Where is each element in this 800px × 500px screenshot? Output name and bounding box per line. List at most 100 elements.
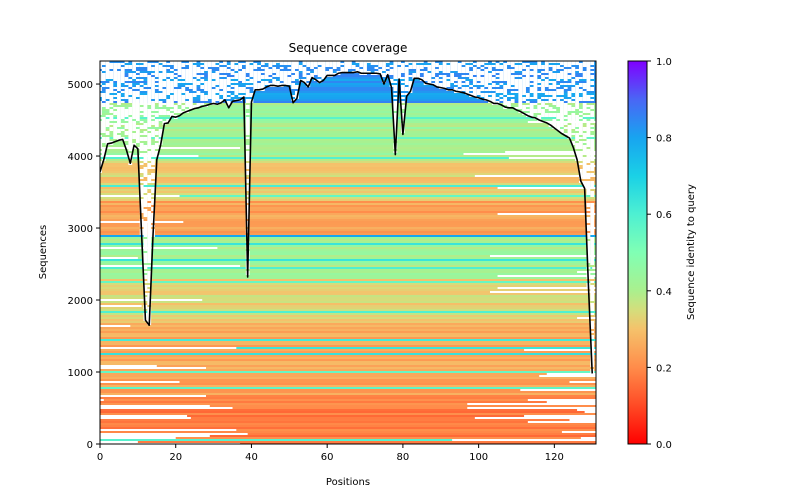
heatmap-gap [170,81,174,83]
heatmap-gap [101,67,106,69]
heatmap-gap [586,253,591,255]
heatmap-gap [476,69,481,71]
heatmap-gap [238,87,242,89]
x-axis-label: Positions [326,477,370,488]
heatmap-gap [154,133,159,135]
heatmap-gap [287,63,292,65]
heatmap-gap [578,133,583,135]
heatmap-gap [192,69,197,71]
heatmap-gap [306,71,311,73]
heatmap-gap [177,69,182,71]
heatmap-gap [241,73,246,75]
heatmap-gap [412,65,417,67]
heatmap-gap [491,83,496,85]
heatmap-gap [101,151,106,153]
heatmap-gap [215,79,220,81]
heatmap-gap [306,79,311,81]
heatmap-gap [563,69,568,71]
heatmap-gap [211,61,216,63]
heatmap-gap [488,99,492,101]
heatmap-gap [117,107,121,109]
heatmap-gap [139,211,144,213]
heatmap-gap [510,79,515,81]
heatmap-gap [177,73,182,75]
heatmap-gap [170,105,174,107]
heatmap-gap [556,67,561,69]
heatmap-row [100,169,596,171]
heatmap-gap [181,63,186,65]
heatmap-gap [147,153,152,155]
heatmap-gap [310,63,314,65]
heatmap-gap [397,75,402,77]
heatmap-gap [586,249,591,251]
heatmap-gap [401,101,405,103]
heatmap-gap [101,97,106,99]
heatmap-gap [117,129,121,131]
heatmap-gap [162,97,167,99]
heatmap-gap [260,67,265,69]
heatmap-gap [541,101,545,103]
heatmap-gap [590,149,595,151]
heatmap-gap [499,79,504,81]
heatmap-gap [590,327,595,329]
heatmap-gap [571,83,576,85]
heatmap-gap [378,63,383,65]
heatmap-gap [162,93,167,95]
heatmap-gap [586,261,591,263]
heatmap-gap [529,103,534,105]
heatmap-gap [590,71,595,73]
heatmap-row [100,277,596,279]
heatmap-gap [317,75,322,77]
heatmap-gap [578,121,583,123]
heatmap-gap [113,65,118,67]
heatmap-row [100,235,596,237]
heatmap-gap [117,65,121,67]
heatmap-gap [510,63,515,65]
heatmap-gap [151,207,155,209]
heatmap-gap [544,97,549,99]
heatmap-gap [575,61,579,63]
heatmap-gap [113,107,118,109]
heatmap-gap [404,67,409,69]
heatmap-gap [590,185,595,187]
heatmap-gap [147,251,152,253]
heatmap-gap [412,63,417,65]
heatmap-gap [139,61,144,63]
heatmap-gap [525,77,530,79]
heatmap-gap [170,99,174,101]
heatmap-gap [438,85,443,87]
heatmap-gap [590,105,595,107]
heatmap-gap [544,83,549,85]
heatmap-gap [154,119,159,121]
heatmap-gap [480,95,485,97]
heatmap-gap [151,191,155,193]
heatmap-gap [571,81,576,83]
heatmap-gap [117,63,121,65]
heatmap-gap [268,63,273,65]
heatmap-gap [245,205,250,207]
heatmap-gap [177,61,182,63]
heatmap-gap [495,65,500,67]
heatmap-gap [143,287,148,289]
heatmap-gap [332,61,337,63]
heatmap-gap [223,81,227,83]
heatmap-gap [590,297,595,299]
heatmap-row [100,259,596,261]
heatmap-gap [151,173,155,175]
heatmap-gap [306,83,311,85]
heatmap-gap [586,87,591,89]
heatmap-gap [533,97,538,99]
heatmap-gap [578,65,583,67]
heatmap-gap [563,75,568,77]
heatmap-gap [101,139,106,141]
heatmap-gap [143,133,148,135]
heatmap-gap [503,107,508,109]
heatmap-row [100,263,596,265]
heatmap-row [100,157,509,159]
heatmap-gap [590,203,595,205]
heatmap-gap [582,103,587,105]
x-tick-label: 40 [245,452,258,463]
heatmap-gap [101,141,106,143]
heatmap-gap [518,67,523,69]
heatmap-gap [590,195,595,197]
